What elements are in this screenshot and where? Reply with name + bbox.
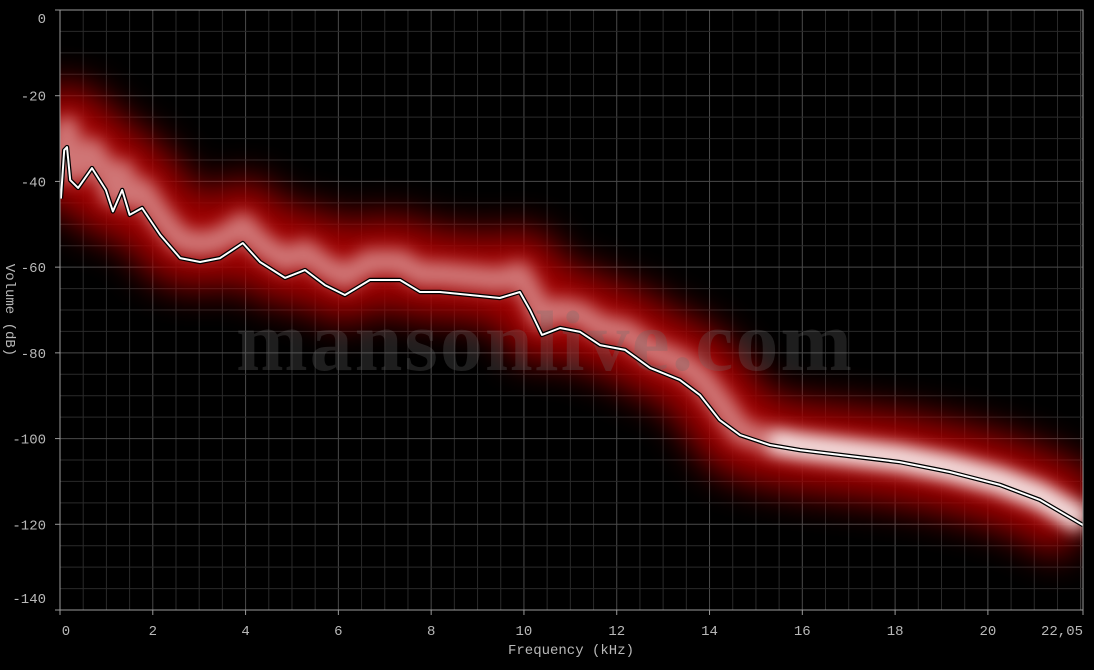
x-axis-label: Frequency (kHz) <box>508 643 634 659</box>
x-tick-label: 10 <box>516 624 533 640</box>
y-tick-label: -140 <box>12 592 46 608</box>
x-tick-label: 6 <box>334 624 342 640</box>
x-tick-label: 2 <box>149 624 157 640</box>
spectrum-band-peak <box>767 430 1083 531</box>
x-tick-label: 20 <box>979 624 996 640</box>
y-tick-label: -80 <box>21 347 46 363</box>
x-tick-label: 12 <box>608 624 625 640</box>
x-tick-label: 0 <box>62 624 70 640</box>
x-tick-label: 14 <box>701 624 718 640</box>
x-tick-label: 18 <box>887 624 904 640</box>
x-tick-label: 4 <box>241 624 249 640</box>
y-axis-label: Volume (dB) <box>1 264 17 356</box>
y-tick-label: -20 <box>21 90 46 106</box>
watermark: mansonlive.com <box>236 293 854 389</box>
y-tick-label: -40 <box>21 175 46 191</box>
plot-frame <box>59 9 1084 611</box>
x-tick-label: 16 <box>794 624 811 640</box>
y-tick-label: -60 <box>21 261 46 277</box>
y-tick-label: -120 <box>12 518 46 534</box>
axes: 0 -20 -40 -60 -80 -100 -120 -140 0 2 4 6 8 10 12 14 16 18… <box>12 9 1084 640</box>
x-tick-label: 22,05 <box>1041 624 1083 640</box>
spectrum-band-inner <box>60 116 1083 533</box>
series-line <box>60 146 1083 526</box>
x-tick-label: 8 <box>427 624 435 640</box>
y-tick-label: 0 <box>38 12 46 28</box>
y-tick-label: -100 <box>12 433 46 449</box>
